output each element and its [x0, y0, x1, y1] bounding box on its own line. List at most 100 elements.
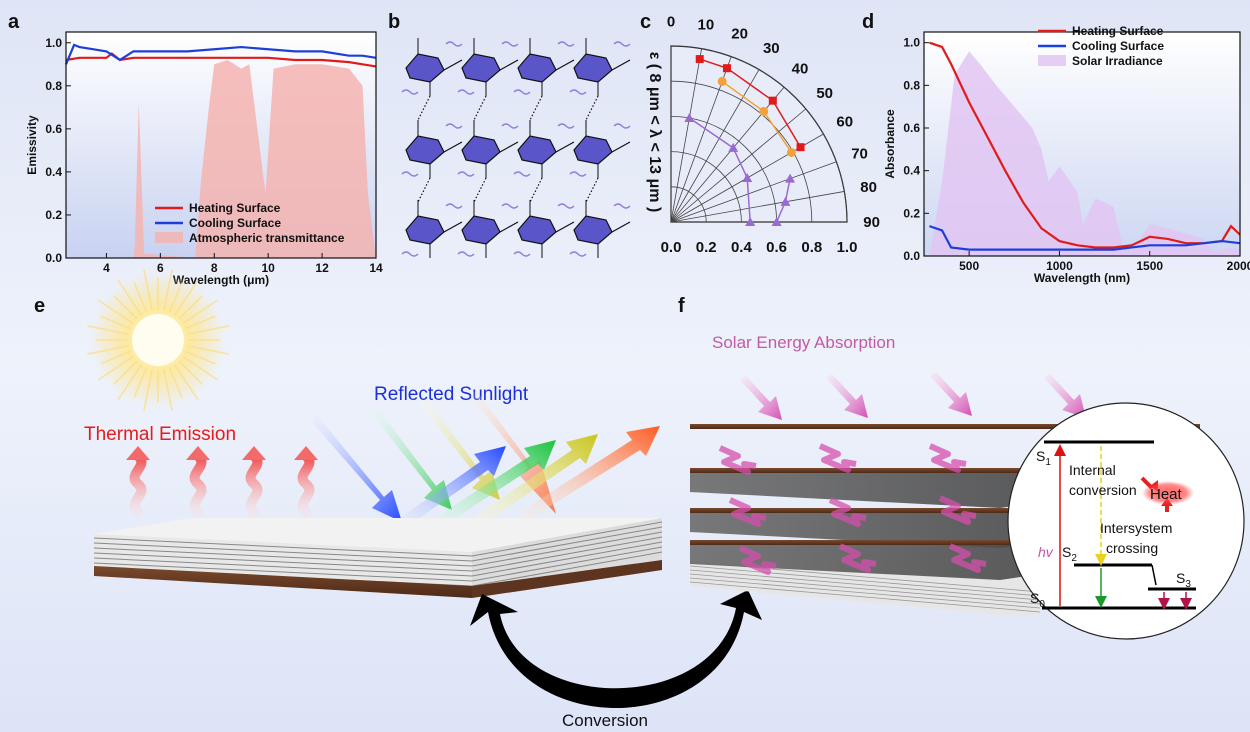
vibration-squiggle — [613, 123, 631, 129]
legend-label: Heating Surface — [189, 201, 281, 215]
polar-point — [785, 173, 796, 183]
heat-label: Heat — [1150, 486, 1183, 503]
hydrogen-bond — [585, 177, 599, 203]
y-axis-label: Absorbance — [883, 109, 897, 179]
angle-tick-label: 40 — [792, 60, 809, 77]
angle-tick-label: 70 — [851, 145, 868, 162]
conversion-arrow: Conversion — [470, 590, 762, 730]
x-axis-label: Wavelength (μm) — [173, 273, 269, 287]
thermal-arrow-head — [294, 446, 318, 460]
polar-point — [786, 147, 796, 157]
jablonski-diagram: Internal conversion Heat Intersystem cro… — [1007, 402, 1245, 640]
zigzag-absorption-arrow — [928, 443, 967, 473]
base-stack-line — [689, 581, 1041, 613]
series-area-2 — [66, 59, 376, 258]
panel-label-d: d — [862, 11, 874, 33]
y-tick-label: 1.0 — [45, 36, 62, 50]
y-axis-label: Emissivity — [25, 115, 39, 175]
cooling-scene: Thermal Emission Reflected Sunlight — [84, 269, 663, 598]
reflected-blue-arrow — [400, 446, 506, 526]
conversion-label: Conversion — [562, 711, 648, 730]
film-layer-line — [93, 526, 663, 562]
hydrogen-bond — [529, 177, 543, 203]
vibration-squiggle — [569, 251, 587, 257]
jablonski-circle — [1007, 402, 1245, 640]
s2-label: S2 — [1062, 544, 1077, 564]
polar-point — [745, 217, 756, 226]
y-tick-label: 0.8 — [903, 78, 920, 92]
y-tick-label: 0.2 — [903, 206, 920, 220]
x-axis-label: Wavelength (nm) — [1034, 271, 1130, 285]
glycosidic-bond — [611, 59, 631, 71]
hydrogen-bond — [473, 95, 487, 121]
sun-ray — [100, 350, 131, 365]
thermal-arrow-head — [242, 446, 266, 460]
hydrogen-bond — [417, 95, 431, 121]
vibration-squiggle — [457, 171, 475, 177]
x-tick-label: 500 — [959, 259, 979, 273]
zigzag-absorption-arrow — [718, 445, 757, 475]
polar-point — [780, 196, 791, 206]
legend-swatch — [1038, 55, 1066, 66]
plot-frame — [923, 31, 1241, 257]
polar-spoke — [670, 161, 837, 223]
heat-glow — [1142, 481, 1194, 505]
sun-ray — [178, 295, 203, 320]
y-tick-label: 0.0 — [45, 251, 62, 265]
thermal-wave-arrow — [297, 451, 315, 517]
film-layer-line — [93, 521, 663, 557]
angle-tick-label: 50 — [816, 85, 833, 102]
sun-ray — [187, 325, 229, 335]
sun-ray — [97, 299, 134, 324]
internal-conversion-label-1: Internal — [1069, 462, 1116, 478]
sun-ray — [168, 367, 183, 398]
base-stack-line — [689, 565, 1041, 597]
glycosidic-bond — [555, 221, 575, 233]
sun-ray — [87, 325, 129, 335]
vibration-squiggle — [445, 123, 463, 129]
y-tick-label: 0.6 — [45, 122, 62, 136]
polar-series-line-2 — [688, 117, 751, 223]
incident-solar-arrow — [930, 372, 972, 416]
y-tick-label: 0.4 — [903, 164, 920, 178]
zigzag-absorption-arrow — [948, 543, 987, 573]
x-tick-label: 8 — [211, 261, 218, 275]
glucose-ring — [405, 215, 445, 245]
panel-label-f: f — [678, 295, 685, 317]
radial-tick-label: 0.6 — [766, 239, 787, 256]
vibration-squiggle — [445, 203, 463, 209]
sun-ray — [133, 367, 148, 398]
vibration-squiggle — [569, 171, 587, 177]
incident-solar-arrow — [826, 374, 868, 418]
base-stack-line — [689, 577, 1041, 609]
s1-label: S1 — [1036, 448, 1051, 468]
zigzag-absorption-arrow — [728, 497, 767, 527]
series-line-0 — [65, 52, 377, 68]
sun-ray — [185, 315, 216, 330]
sun-ray — [97, 356, 134, 381]
radial-tick-label: 0.2 — [696, 239, 717, 256]
internal-conversion-label-2: conversion — [1069, 482, 1137, 498]
sun-ray — [182, 299, 219, 324]
cooling-film-stack — [93, 518, 663, 598]
thermal-wave-arrow — [189, 451, 207, 517]
polar-spoke — [670, 191, 845, 223]
film-layer-line — [93, 541, 663, 577]
isc-link — [1151, 564, 1157, 586]
sun-ray — [100, 315, 131, 330]
polar-point — [684, 113, 695, 123]
x-tick-label: 14 — [369, 261, 383, 275]
glucose-ring — [405, 135, 445, 165]
vibration-squiggle — [445, 41, 463, 47]
sun-ray — [143, 369, 153, 411]
plot-frame — [65, 31, 377, 259]
series-area-2 — [929, 51, 1240, 257]
vibration-squiggle — [401, 251, 419, 257]
y-tick-label: 0.4 — [45, 165, 62, 179]
thermal-arrow-head — [186, 446, 210, 460]
angle-tick-label: 60 — [836, 114, 853, 131]
sun-rays — [87, 269, 229, 411]
zigzag-absorption-arrow — [738, 545, 777, 575]
glycosidic-bond — [443, 221, 463, 233]
